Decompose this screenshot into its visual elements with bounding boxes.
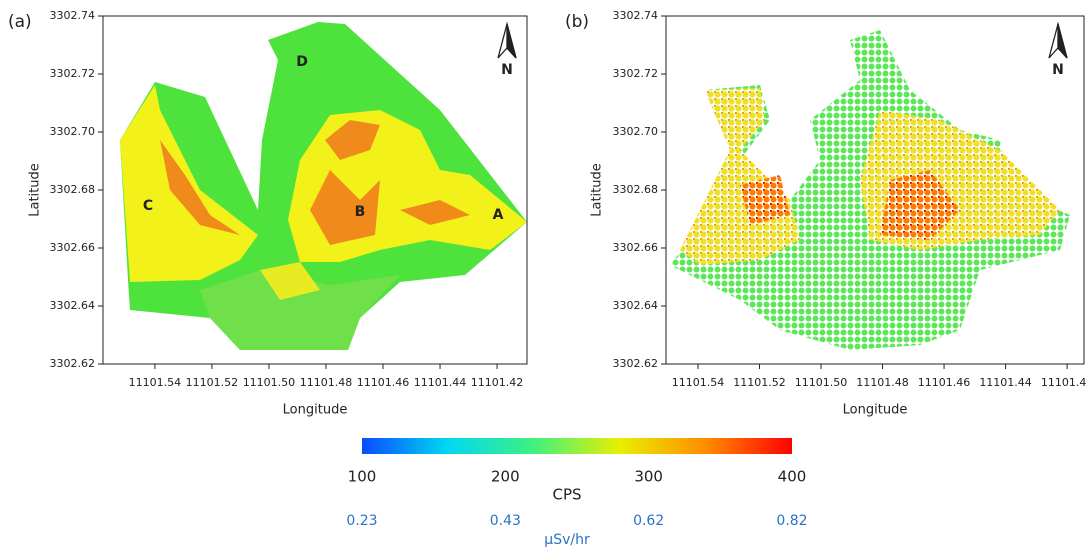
y-tick-label: 3302.74 <box>50 9 96 22</box>
x-tick-label: 11101.48 <box>300 376 353 389</box>
x-tick-label: 11101.52 <box>733 376 786 389</box>
north-arrow <box>497 21 1068 59</box>
y-tick-label: 3302.64 <box>50 299 96 312</box>
annotation: D <box>296 54 308 70</box>
x-axis-label: Longitude <box>283 403 348 418</box>
x-tick-label: 11101.48 <box>856 376 909 389</box>
y-tick-label: 3302.62 <box>50 357 96 370</box>
x-tick-label: 11101.54 <box>129 376 182 389</box>
y-tick-label: 3302.66 <box>613 241 659 254</box>
y-tick-label: 3302.62 <box>613 357 659 370</box>
colorbar-label: CPS <box>552 486 581 504</box>
scatter-cloud <box>670 30 1070 350</box>
secondary-tick-label: 0.82 <box>776 513 807 529</box>
secondary-tick-label: 0.23 <box>346 513 377 529</box>
x-tick-label: 11101.50 <box>795 376 848 389</box>
annotation: N <box>501 62 513 78</box>
annotation: A <box>493 207 504 223</box>
x-tick-label: 11101.52 <box>186 376 239 389</box>
secondary-tick-label: 0.43 <box>490 513 521 529</box>
y-axis-label: Latitude <box>590 163 605 217</box>
panel-label: (b) <box>565 12 589 32</box>
panel-label: (a) <box>8 12 32 32</box>
annotation: B <box>355 204 366 220</box>
x-tick-label: 11101.54 <box>672 376 725 389</box>
x-tick-label: 11101.50 <box>243 376 296 389</box>
contour-map <box>120 22 527 350</box>
colorbar <box>362 438 792 454</box>
annotation: C <box>143 198 153 214</box>
colorbar-tick-label: 200 <box>491 468 520 486</box>
y-tick-label: 3302.72 <box>613 67 659 80</box>
colorbar-tick-label: 300 <box>634 468 663 486</box>
x-tick-label: 11101.44 <box>414 376 467 389</box>
secondary-tick-label: 0.62 <box>633 513 664 529</box>
x-tick-label: 11101.46 <box>357 376 410 389</box>
y-tick-label: 3302.68 <box>613 183 659 196</box>
x-tick-label: 11101.42 <box>1041 376 1087 389</box>
y-axis-label: Latitude <box>28 163 43 217</box>
y-tick-label: 3302.68 <box>50 183 96 196</box>
secondary-label: µSv/hr <box>544 532 590 548</box>
y-tick-label: 3302.72 <box>50 67 96 80</box>
y-tick-label: 3302.74 <box>613 9 659 22</box>
x-tick-label: 11101.46 <box>918 376 971 389</box>
x-tick-label: 11101.42 <box>471 376 524 389</box>
y-tick-label: 3302.66 <box>50 241 96 254</box>
colorbar-tick-label: 400 <box>778 468 807 486</box>
y-tick-label: 3302.70 <box>613 125 659 138</box>
x-tick-label: 11101.44 <box>979 376 1032 389</box>
y-tick-label: 3302.64 <box>613 299 659 312</box>
y-tick-label: 3302.70 <box>50 125 96 138</box>
x-axis-label: Longitude <box>843 403 908 418</box>
colorbar-tick-label: 100 <box>348 468 377 486</box>
annotation: N <box>1052 62 1064 78</box>
